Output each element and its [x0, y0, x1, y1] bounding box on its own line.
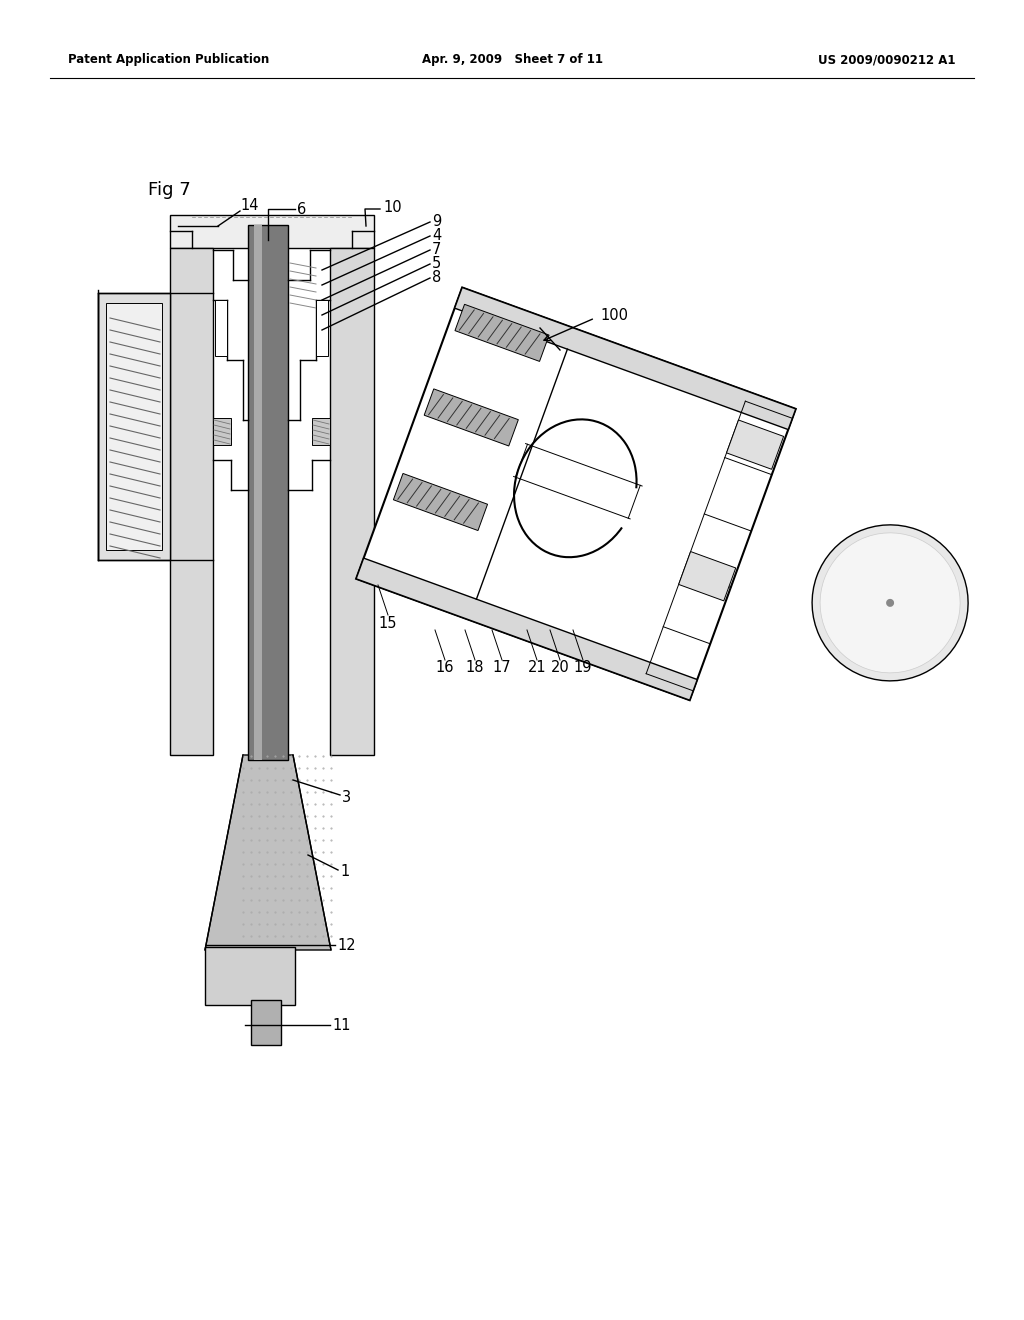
Text: 19: 19	[573, 660, 592, 676]
Bar	[251, 1001, 281, 1045]
Bar	[213, 418, 231, 445]
Bar	[288, 248, 330, 755]
Bar	[393, 474, 487, 531]
Bar	[205, 946, 295, 1005]
Text: 12: 12	[337, 937, 355, 953]
Bar	[679, 552, 735, 601]
Bar	[316, 300, 328, 356]
Bar	[248, 224, 288, 760]
Bar	[254, 224, 262, 760]
Text: 14: 14	[240, 198, 258, 214]
Circle shape	[886, 599, 894, 607]
Text: 16: 16	[436, 660, 455, 676]
Text: 1: 1	[340, 865, 349, 879]
Bar	[356, 288, 796, 700]
Text: 3: 3	[342, 789, 351, 804]
Bar	[455, 288, 796, 429]
Bar	[170, 248, 213, 755]
Bar	[424, 389, 518, 446]
Text: 9: 9	[432, 214, 441, 230]
Text: 10: 10	[383, 201, 401, 215]
Polygon shape	[205, 755, 331, 950]
Text: Patent Application Publication: Patent Application Publication	[68, 54, 269, 66]
Bar	[215, 300, 227, 356]
Text: 4: 4	[432, 228, 441, 243]
Bar	[356, 558, 697, 700]
Text: 20: 20	[551, 660, 569, 676]
Bar	[213, 248, 248, 755]
Bar	[98, 293, 170, 560]
Circle shape	[820, 533, 961, 673]
Bar	[170, 215, 374, 248]
Text: 8: 8	[432, 271, 441, 285]
Text: 17: 17	[493, 660, 511, 676]
Text: Apr. 9, 2009   Sheet 7 of 11: Apr. 9, 2009 Sheet 7 of 11	[422, 54, 602, 66]
Bar	[455, 305, 549, 362]
Bar	[330, 248, 374, 755]
Text: US 2009/0090212 A1: US 2009/0090212 A1	[818, 54, 956, 66]
Bar	[727, 420, 783, 470]
Text: 18: 18	[466, 660, 484, 676]
Bar	[106, 304, 162, 550]
Text: 15: 15	[379, 615, 397, 631]
Text: 11: 11	[332, 1018, 350, 1032]
Text: 21: 21	[527, 660, 547, 676]
Text: 100: 100	[600, 309, 628, 323]
Text: Fig 7: Fig 7	[148, 181, 190, 199]
Bar	[312, 418, 330, 445]
Text: 7: 7	[432, 243, 441, 257]
Text: 5: 5	[432, 256, 441, 272]
Text: 6: 6	[297, 202, 306, 216]
Circle shape	[812, 525, 968, 681]
